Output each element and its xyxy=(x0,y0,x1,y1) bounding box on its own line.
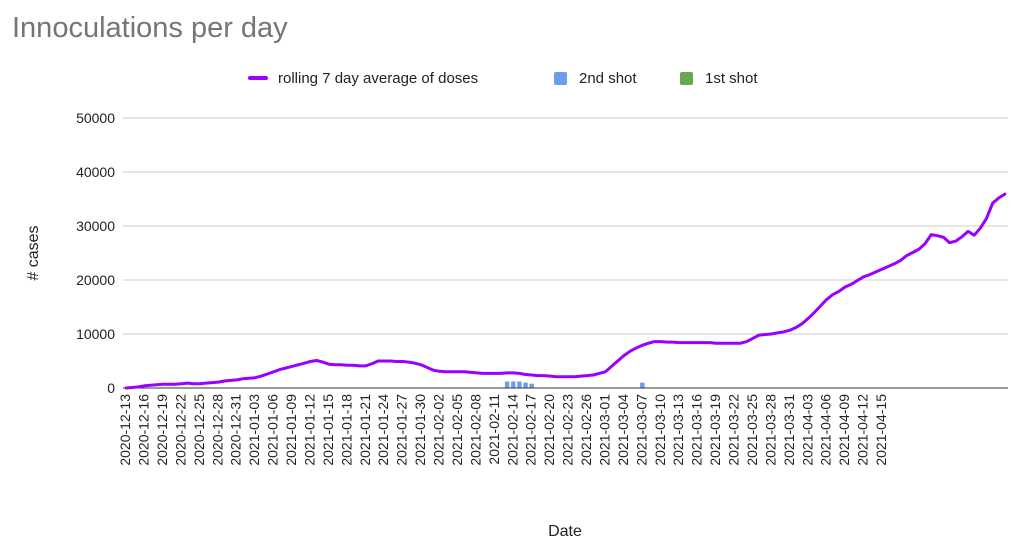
chart-title: Innoculations per day xyxy=(12,12,288,44)
x-tick-label: 2021-01-03 xyxy=(246,394,262,466)
y-tick-label: 30000 xyxy=(76,218,115,234)
bar-2nd-shot xyxy=(511,381,516,388)
x-tick-label: 2021-02-20 xyxy=(541,394,557,466)
x-axis-title: Date xyxy=(548,523,582,540)
x-tick-label: 2021-01-06 xyxy=(265,394,281,466)
x-tick-label: 2021-01-30 xyxy=(412,394,428,466)
x-tick-label: 2021-01-15 xyxy=(320,394,336,466)
x-tick-label: 2021-03-22 xyxy=(726,394,742,466)
legend-item-rolling-average[interactable]: rolling 7 day average of doses xyxy=(248,66,478,90)
x-tick-label: 2020-12-16 xyxy=(136,394,152,466)
bar-2nd-shot xyxy=(523,382,528,388)
y-axis-title: # cases xyxy=(25,225,42,280)
x-tick-label: 2021-04-09 xyxy=(836,394,852,466)
x-tick-label: 2020-12-28 xyxy=(209,394,225,466)
legend-label-2nd-shot: 2nd shot xyxy=(579,69,637,87)
x-tick-label: 2021-03-19 xyxy=(707,394,723,466)
series-line-rolling-average xyxy=(124,192,1007,390)
x-tick-label: 2021-02-26 xyxy=(578,394,594,466)
bar-2nd-shot xyxy=(517,381,522,388)
x-tick-label: 2021-03-13 xyxy=(670,394,686,466)
x-tick-label: 2021-02-05 xyxy=(449,394,465,466)
legend-item-1st-shot[interactable]: 1st shot xyxy=(680,66,758,90)
x-tick-label: 2021-03-28 xyxy=(762,394,778,466)
x-tick-label: 2021-02-14 xyxy=(504,394,520,466)
rolling-average-line-group xyxy=(124,192,1007,390)
x-tick-label: 2021-02-11 xyxy=(486,394,502,465)
x-tick-label: 2021-02-02 xyxy=(431,394,447,466)
x-tick-label: 2021-01-09 xyxy=(283,394,299,466)
y-tick-label: 40000 xyxy=(76,164,115,180)
chart-legend: rolling 7 day average of doses 2nd shot … xyxy=(0,66,1024,92)
x-tick-label: 2021-02-08 xyxy=(467,394,483,466)
x-tick-label: 2021-03-25 xyxy=(744,394,760,466)
x-tick-label: 2021-02-17 xyxy=(523,394,539,466)
x-tick-label: 2020-12-25 xyxy=(191,394,207,466)
chart-bars xyxy=(504,381,645,388)
bar-2nd-shot xyxy=(640,382,645,388)
x-tick-label: 2020-12-19 xyxy=(154,394,170,466)
legend-label-rolling-average: rolling 7 day average of doses xyxy=(278,69,479,87)
x-tick-label: 2020-12-13 xyxy=(117,394,133,466)
x-tick-label: 2021-03-01 xyxy=(596,394,612,466)
x-tick-label: 2021-03-07 xyxy=(633,394,649,466)
x-tick-label: 2021-01-27 xyxy=(394,394,410,466)
y-tick-label: 10000 xyxy=(76,326,115,342)
legend-swatch-rolling-average xyxy=(248,76,268,80)
x-tick-label: 2021-04-06 xyxy=(818,394,834,466)
x-tick-label: 2021-02-23 xyxy=(560,394,576,466)
y-tick-label: 20000 xyxy=(76,272,115,288)
x-tick-label: 2021-01-18 xyxy=(338,394,354,466)
x-tick-label: 2021-03-31 xyxy=(781,394,797,466)
x-tick-label: 2021-03-04 xyxy=(615,394,631,466)
x-tick-label: 2020-12-31 xyxy=(228,394,244,466)
x-tick-label: 2021-01-21 xyxy=(357,394,373,466)
legend-item-2nd-shot[interactable]: 2nd shot xyxy=(554,66,637,90)
y-tick-label: 0 xyxy=(107,380,115,396)
x-tick-label: 2021-04-03 xyxy=(799,394,815,466)
x-tick-label: 2021-03-16 xyxy=(689,394,705,466)
x-tick-label: 2021-01-12 xyxy=(301,394,317,466)
x-tick-label: 2021-03-10 xyxy=(652,394,668,466)
legend-swatch-2nd-shot xyxy=(554,71,567,85)
y-axis-tick-labels: 0 10000 20000 30000 40000 50000 xyxy=(76,110,115,396)
legend-label-1st-shot: 1st shot xyxy=(705,69,758,87)
x-tick-label: 2021-01-24 xyxy=(375,394,391,466)
y-tick-label: 50000 xyxy=(76,110,115,126)
chart-gridlines xyxy=(123,117,1008,335)
x-tick-label: 2021-04-15 xyxy=(873,394,889,466)
x-tick-label: 2020-12-22 xyxy=(172,394,188,466)
bar-2nd-shot xyxy=(504,381,510,388)
x-tick-label: 2021-04-12 xyxy=(855,394,871,466)
legend-swatch-1st-shot xyxy=(680,71,693,85)
x-axis-tick-labels: 2020-12-13 2020-12-16 2020-12-19 2020-12-22… xyxy=(117,394,889,466)
bar-2nd-shot xyxy=(529,383,534,388)
